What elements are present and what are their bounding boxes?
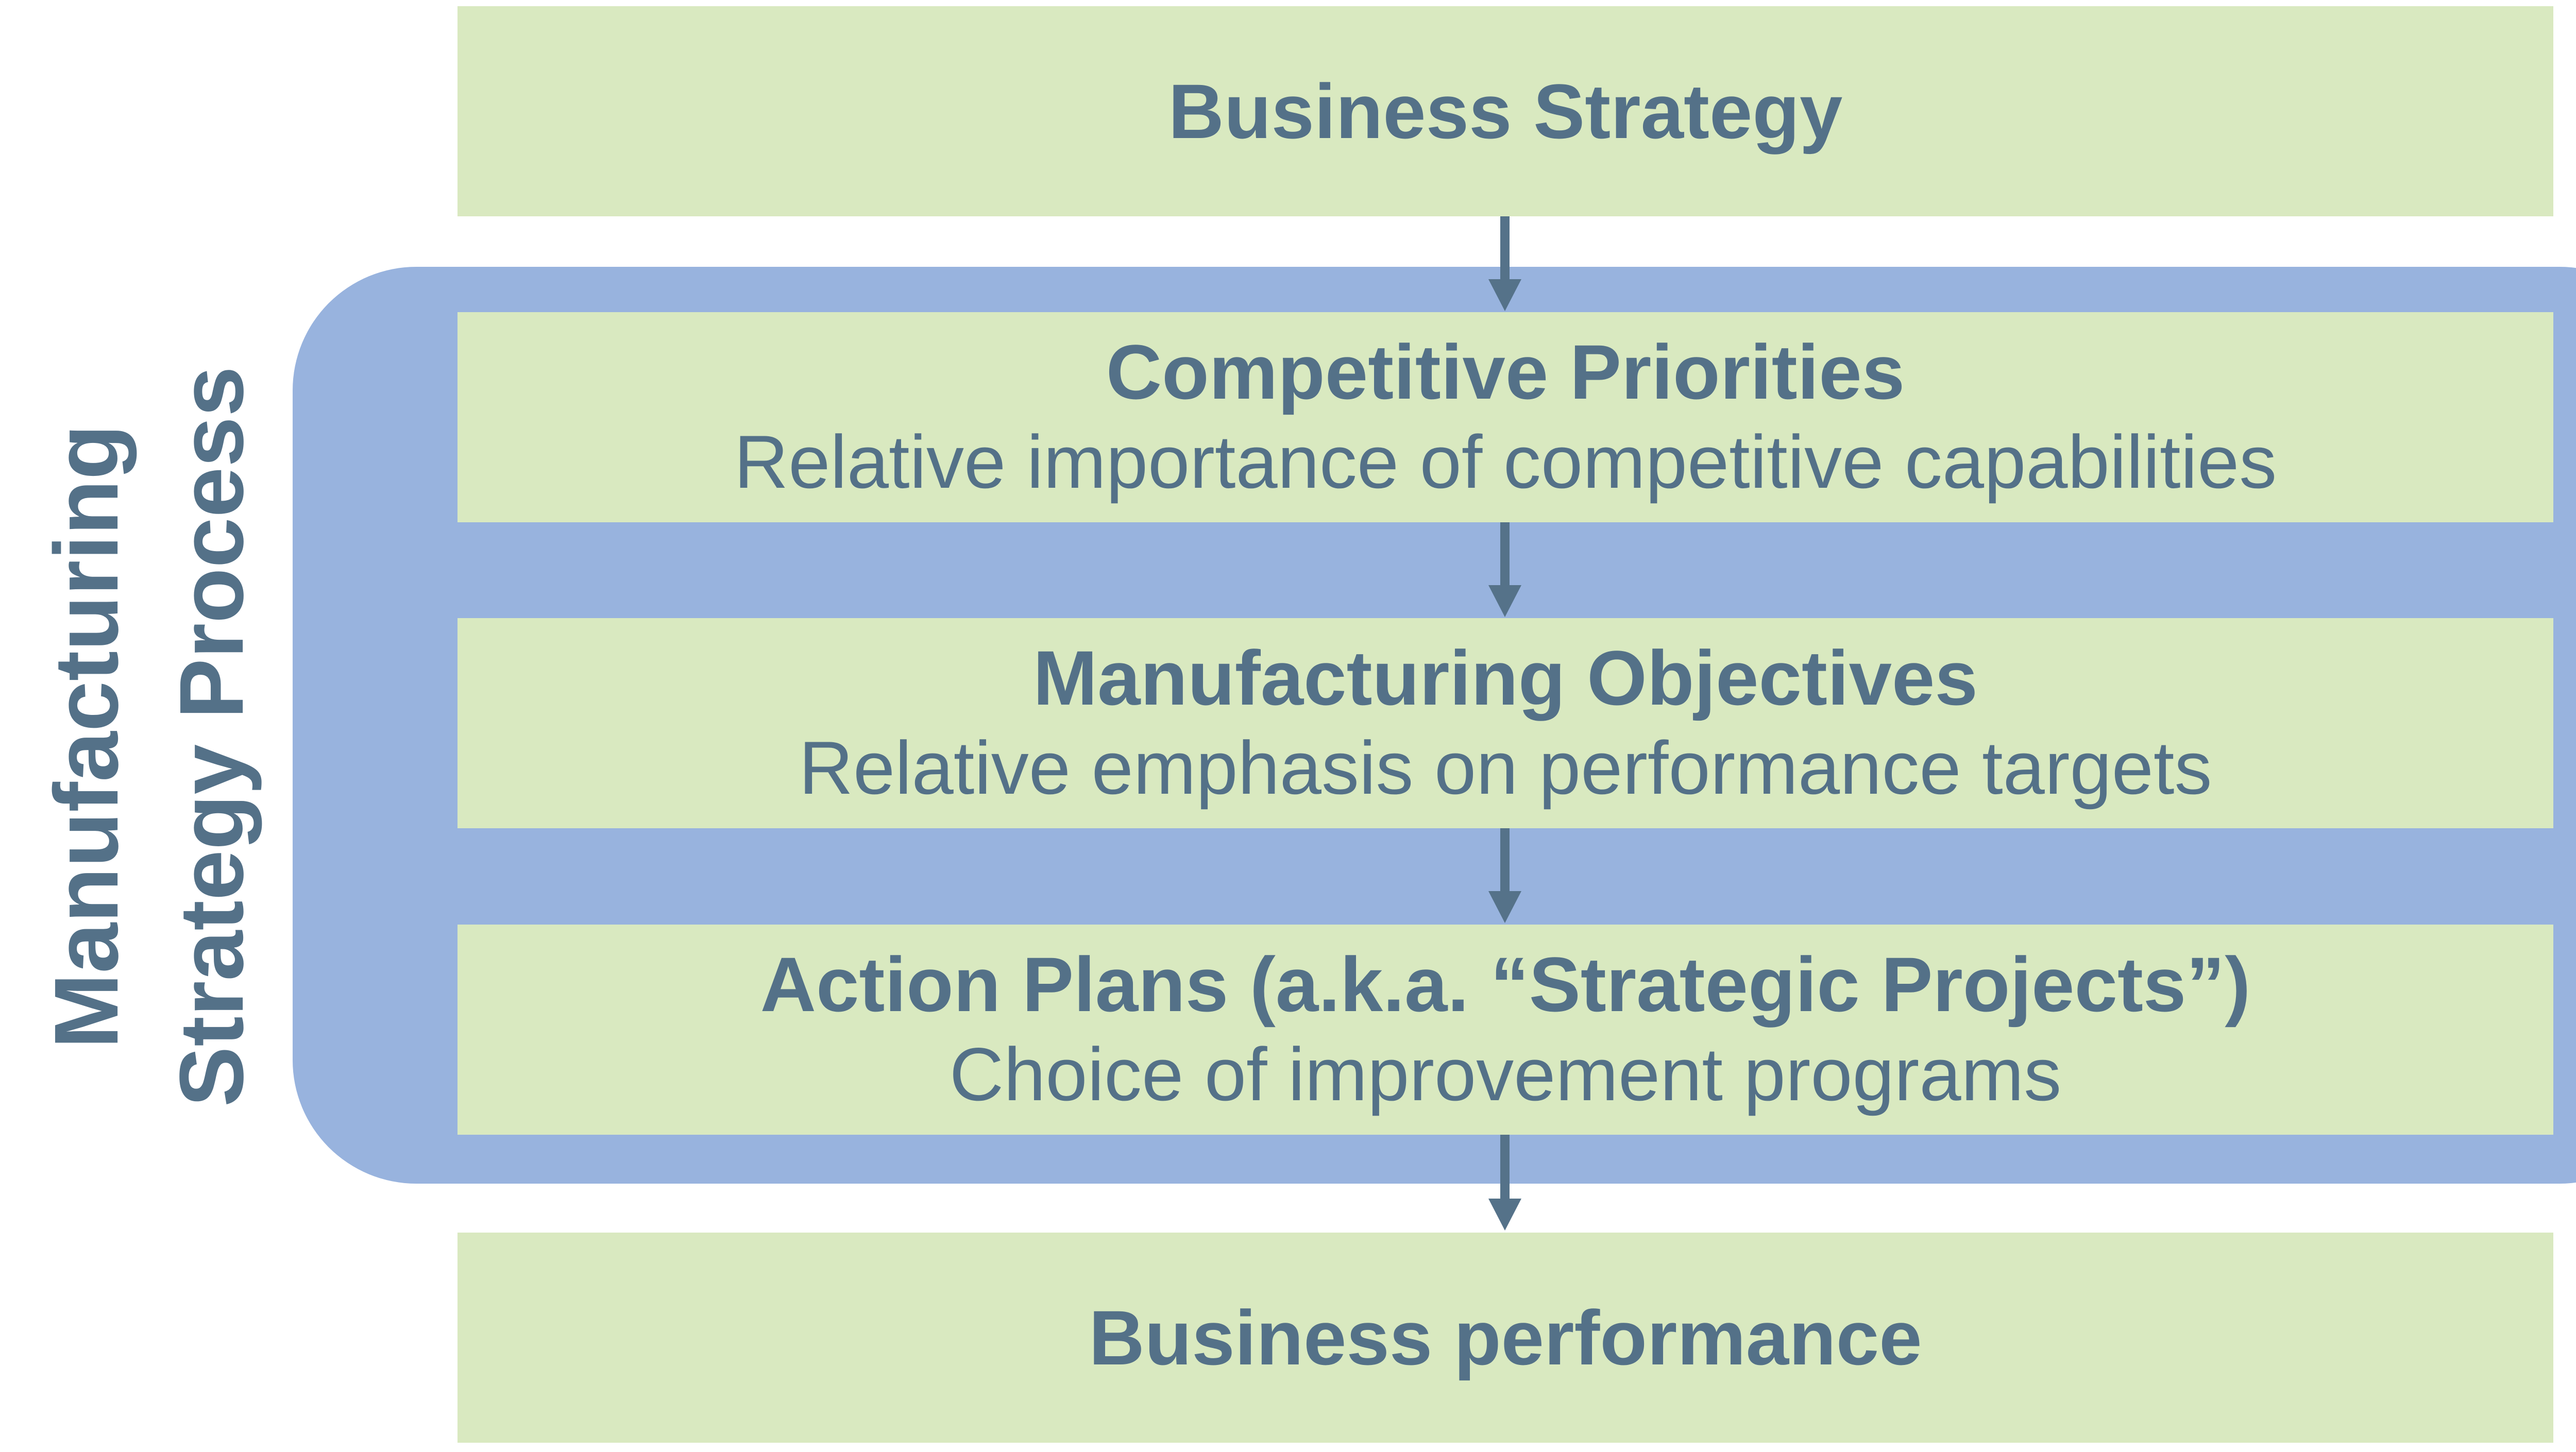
competitive-priorities-subtitle: Relative importance of competitive capab…: [734, 419, 2277, 504]
action-plans-subtitle: Choice of improvement programs: [949, 1032, 2062, 1116]
competitive-priorities-box: Competitive Priorities Relative importan…: [457, 312, 2553, 522]
business-strategy-title: Business Strategy: [1168, 67, 1843, 155]
business-performance-title: Business performance: [1089, 1294, 1922, 1381]
manufacturing-objectives-title: Manufacturing Objectives: [1033, 635, 1978, 722]
business-performance-box: Business performance: [457, 1233, 2553, 1443]
side-label-line-1: Manufacturing: [36, 424, 138, 1049]
business-strategy-box: Business Strategy: [457, 6, 2553, 216]
action-plans-box: Action Plans (a.k.a. “Strategic Projects…: [457, 925, 2553, 1135]
action-plans-title: Action Plans (a.k.a. “Strategic Projects…: [760, 941, 2251, 1028]
competitive-priorities-title: Competitive Priorities: [1106, 329, 1905, 416]
side-label: Manufacturing Strategy Process: [24, 299, 275, 1174]
manufacturing-objectives-subtitle: Relative emphasis on performance targets: [799, 725, 2212, 810]
manufacturing-objectives-box: Manufacturing Objectives Relative emphas…: [457, 618, 2553, 828]
side-label-line-2: Strategy Process: [161, 366, 262, 1107]
